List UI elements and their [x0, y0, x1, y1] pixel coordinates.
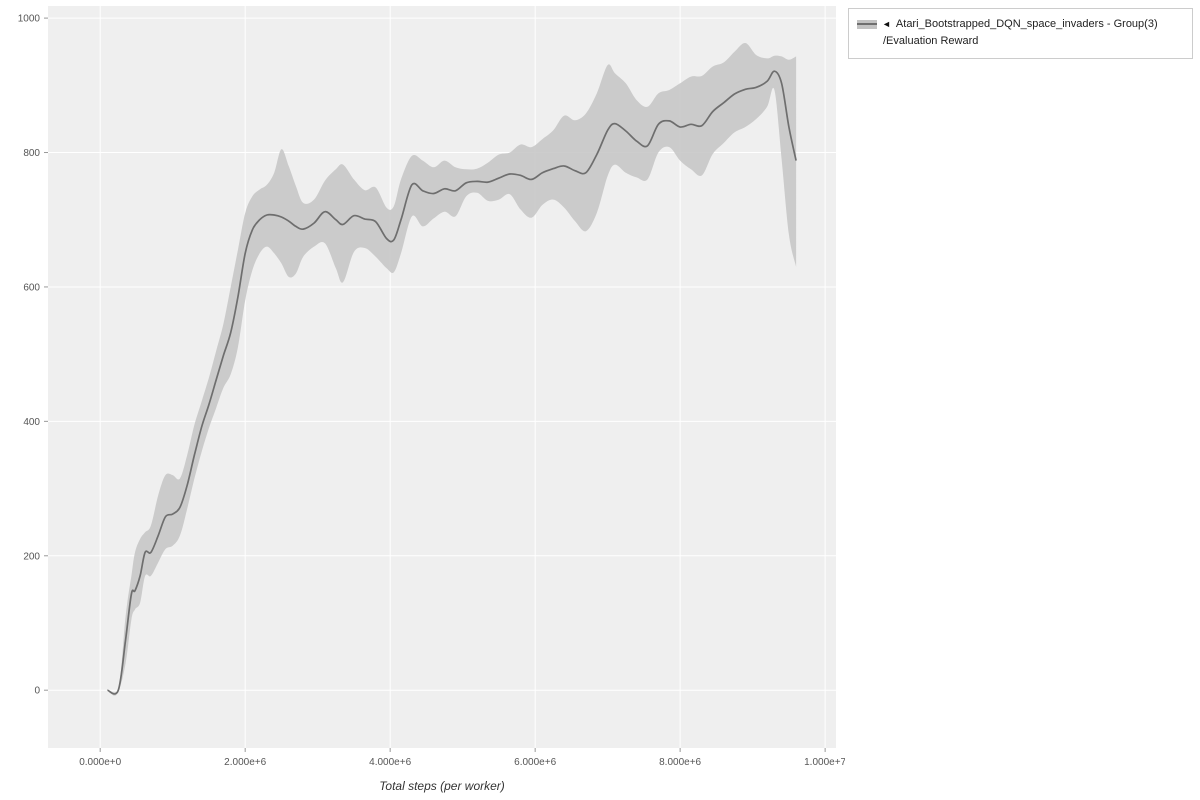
- svg-text:1000: 1000: [18, 14, 41, 25]
- svg-text:0.000e+0: 0.000e+0: [79, 757, 121, 768]
- legend-entry[interactable]: ◄ Atari_Bootstrapped_DQN_space_invaders …: [857, 16, 1184, 33]
- series-line: [107, 70, 797, 695]
- x-axis-title: Total steps (per worker): [379, 779, 505, 793]
- line-chart-canvas[interactable]: 0.000e+0 2.000e+6 4.000e+6 6.000e+6 8.000e+6…: [0, 0, 845, 800]
- legend-swatch: [857, 20, 877, 29]
- svg-text:6.000e+6: 6.000e+6: [514, 757, 556, 768]
- svg-text:1.000e+7: 1.000e+7: [804, 757, 845, 768]
- svg-text:8.000e+6: 8.000e+6: [659, 757, 701, 768]
- legend-swatch-line: [857, 23, 877, 25]
- legend[interactable]: ◄ Atari_Bootstrapped_DQN_space_invaders …: [848, 8, 1193, 60]
- legend-series-name: Atari_Bootstrapped_DQN_space_invaders - …: [895, 18, 1158, 30]
- svg-text:4.000e+6: 4.000e+6: [369, 757, 411, 768]
- svg-text:400: 400: [23, 417, 40, 428]
- svg-text:800: 800: [23, 148, 40, 159]
- svg-text:200: 200: [23, 551, 40, 562]
- legend-entry-line2: /Evaluation Reward: [857, 33, 1184, 50]
- svg-text:0: 0: [34, 686, 40, 697]
- svg-text:2.000e+6: 2.000e+6: [224, 757, 266, 768]
- svg-text:600: 600: [23, 282, 40, 293]
- legend-collapse-marker[interactable]: ◄: [882, 19, 891, 29]
- legend-metric-name: /Evaluation Reward: [883, 35, 979, 48]
- confidence-band: [107, 42, 797, 696]
